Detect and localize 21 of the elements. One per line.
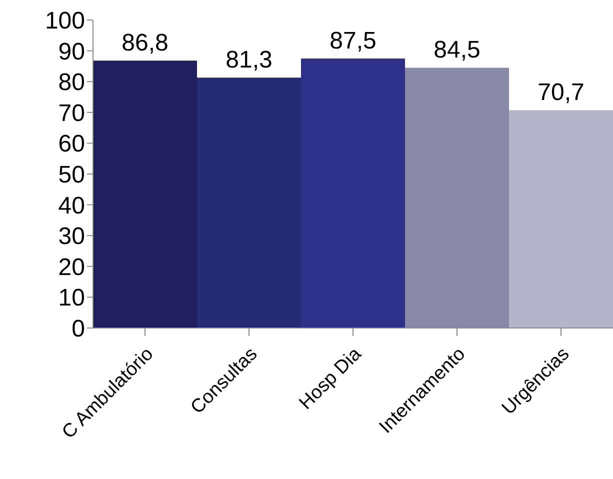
bar bbox=[405, 68, 509, 328]
y-tick-label: 40 bbox=[58, 192, 85, 220]
data-label: 86,8 bbox=[122, 30, 168, 57]
data-label: 81,3 bbox=[226, 46, 272, 74]
data-label: 84,5 bbox=[434, 36, 480, 64]
y-tick-label: 90 bbox=[58, 38, 85, 66]
bar bbox=[301, 58, 405, 328]
y-tick-label: 80 bbox=[58, 69, 85, 96]
y-tick-label: 70 bbox=[58, 100, 85, 127]
bar bbox=[93, 60, 197, 328]
y-tick-label: 10 bbox=[58, 284, 85, 312]
y-tick-label: 0 bbox=[72, 316, 85, 343]
data-label: 70,7 bbox=[538, 79, 584, 106]
y-tick-label: 20 bbox=[58, 254, 85, 281]
y-tick-label: 50 bbox=[58, 162, 85, 189]
data-label: 87,5 bbox=[330, 28, 376, 54]
y-tick-label: 60 bbox=[58, 130, 85, 158]
y-tick-label: 30 bbox=[58, 223, 85, 250]
y-tick-label: 100 bbox=[44, 8, 85, 35]
bar bbox=[197, 78, 301, 328]
bar bbox=[509, 110, 613, 328]
